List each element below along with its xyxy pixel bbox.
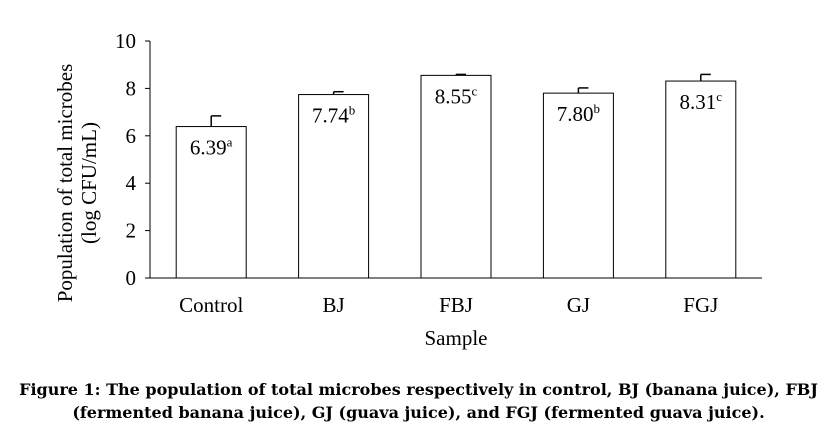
bar [542, 92, 614, 279]
caption-line-1: Figure 1: The population of total microb… [19, 380, 818, 399]
bar [298, 94, 370, 279]
data-label: 8.31c [680, 89, 723, 114]
x-axis-ticks: Control BJ FBJ GJ FGJ [179, 293, 718, 317]
x-tick-label: Control [179, 293, 243, 317]
data-label: 6.39a [190, 135, 233, 160]
data-label: 7.74b [312, 103, 355, 128]
data-label: 8.55c [435, 83, 478, 108]
data-label-value: 7.80 [557, 102, 594, 126]
x-tick-label: BJ [323, 293, 345, 317]
y-tick-label: 4 [126, 171, 137, 195]
y-tick-label: 8 [126, 76, 137, 100]
data-label-letter: b [349, 103, 356, 118]
x-axis-label: Sample [425, 326, 488, 350]
data-label-value: 6.39 [190, 136, 227, 160]
bar [665, 80, 737, 279]
y-tick-label: 0 [126, 266, 137, 290]
y-axis-ticks: 0 2 4 6 8 10 [115, 29, 150, 290]
y-tick-label: 2 [126, 219, 137, 243]
data-label-value: 8.55 [435, 84, 472, 108]
figure-caption: Figure 1: The population of total microb… [0, 378, 837, 424]
y-tick-label: 6 [126, 124, 137, 148]
data-label-letter: c [716, 89, 722, 104]
x-tick-label: FBJ [439, 293, 473, 317]
y-tick-label: 10 [115, 29, 136, 53]
y-axis-label-line2: (log CFU/mL) [77, 122, 101, 244]
data-label-value: 8.31 [680, 90, 717, 114]
bar [420, 74, 492, 279]
bar [175, 126, 247, 279]
data-label-letter: a [227, 135, 233, 150]
data-label-value: 7.74 [312, 104, 349, 128]
data-label-letter: c [471, 83, 477, 98]
caption-line-2: (fermented banana juice), GJ (guava juic… [72, 403, 765, 422]
data-label-letter: b [594, 101, 601, 116]
y-axis-label: Population of total microbes (log CFU/mL… [53, 64, 101, 303]
y-axis-label-line1: Population of total microbes [53, 64, 77, 303]
data-label: 7.80b [557, 101, 600, 126]
x-tick-label: FGJ [683, 293, 718, 317]
x-tick-label: GJ [567, 293, 590, 317]
